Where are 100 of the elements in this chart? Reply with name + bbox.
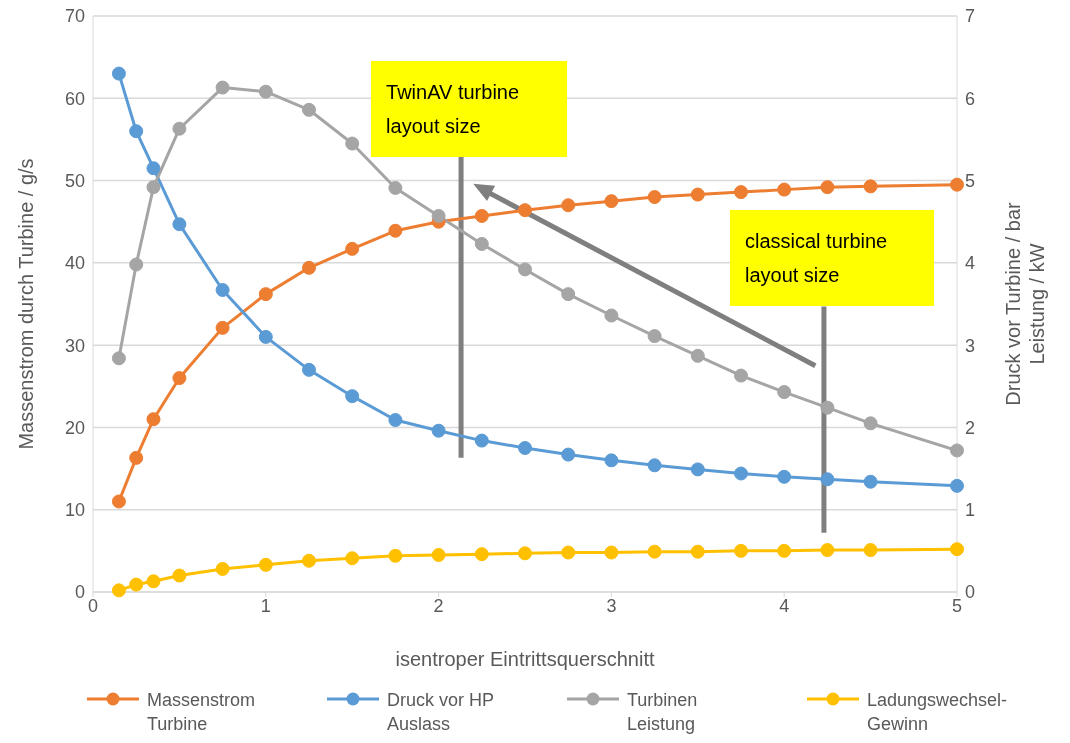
point xyxy=(345,136,360,151)
legend-label: Ladungswechsel-Gewinn xyxy=(867,689,1008,736)
y-tick-label: 60 xyxy=(64,88,85,109)
x-tick-label: 4 xyxy=(779,595,790,616)
y2-tick-label: 3 xyxy=(965,335,976,356)
point xyxy=(431,208,446,223)
point xyxy=(146,161,161,176)
point xyxy=(302,553,316,568)
legend-label: Turbinen Leistung xyxy=(627,689,699,736)
point xyxy=(146,574,161,589)
point xyxy=(388,180,403,195)
point xyxy=(820,400,835,415)
point xyxy=(172,371,187,386)
point xyxy=(215,561,230,576)
point xyxy=(518,203,532,218)
point xyxy=(690,462,705,477)
point xyxy=(345,389,360,404)
point xyxy=(258,329,273,344)
y2-tick-label: 6 xyxy=(965,88,976,109)
point xyxy=(604,308,619,323)
point xyxy=(734,368,748,383)
annotation: classical turbine layout size xyxy=(729,210,934,307)
point xyxy=(647,544,662,559)
point xyxy=(561,447,576,462)
point xyxy=(690,544,705,559)
point xyxy=(647,458,662,473)
point xyxy=(777,385,792,400)
point xyxy=(388,413,403,428)
point xyxy=(604,194,619,209)
y-tick-label: 10 xyxy=(64,500,85,521)
point xyxy=(647,190,662,205)
point xyxy=(129,257,144,272)
point xyxy=(345,551,360,566)
point xyxy=(474,236,489,251)
point xyxy=(129,577,144,592)
point xyxy=(111,66,126,81)
point xyxy=(388,223,403,238)
point xyxy=(863,543,878,558)
y-tick-label: 0 xyxy=(74,582,85,603)
point xyxy=(388,548,403,563)
x-tick-label: 5 xyxy=(951,595,963,616)
point xyxy=(172,217,187,232)
y2-tick-label: 0 xyxy=(965,582,976,603)
legend-label: Massenstrom Turbine xyxy=(147,689,257,736)
point xyxy=(431,423,446,438)
legend-label: Druck vor HP Auslass xyxy=(387,689,495,736)
point xyxy=(777,182,792,197)
point xyxy=(950,177,964,192)
y2-tick-label: 1 xyxy=(965,500,976,521)
point xyxy=(518,546,532,561)
point xyxy=(863,416,878,431)
y2-tick-label: 7 xyxy=(965,6,976,27)
y-tick-label: 30 xyxy=(64,335,85,356)
point xyxy=(561,287,576,302)
point xyxy=(518,262,532,277)
y-tick-label: 50 xyxy=(64,170,85,191)
point xyxy=(129,450,144,465)
point xyxy=(734,185,748,200)
point xyxy=(647,329,662,344)
point xyxy=(690,187,705,202)
point xyxy=(302,102,316,117)
point xyxy=(172,568,187,583)
point xyxy=(863,179,878,194)
point xyxy=(474,547,489,562)
y2-tick-label: 5 xyxy=(965,170,976,191)
point xyxy=(777,543,792,558)
point xyxy=(258,84,273,99)
x-tick-label: 0 xyxy=(87,595,99,616)
point xyxy=(215,320,230,335)
point xyxy=(172,121,187,136)
point xyxy=(777,469,792,484)
point xyxy=(561,545,576,560)
point xyxy=(474,208,489,223)
point xyxy=(604,545,619,560)
point xyxy=(561,198,576,213)
point xyxy=(863,474,878,489)
point xyxy=(215,283,230,298)
point xyxy=(431,547,446,562)
x-tick-label: 1 xyxy=(260,595,271,616)
point xyxy=(950,443,964,458)
point xyxy=(820,180,835,195)
point xyxy=(518,441,532,455)
point xyxy=(474,433,489,448)
point xyxy=(111,583,126,598)
y2-axis-title: Druck vor Turbine / bar Leistung / kW xyxy=(1002,201,1048,406)
point xyxy=(734,543,748,558)
point xyxy=(950,542,964,557)
y2-tick-label: 2 xyxy=(965,417,976,438)
point xyxy=(950,478,964,493)
y-axis-title: Massenstrom durch Turbine / g/s xyxy=(15,158,37,450)
x-tick-label: 3 xyxy=(606,595,617,616)
point xyxy=(302,362,316,377)
point xyxy=(302,260,316,275)
y-tick-label: 70 xyxy=(64,6,85,27)
x-axis-title: isentroper Eintrittsquerschnitt xyxy=(395,648,655,670)
point xyxy=(734,466,748,481)
y-tick-label: 20 xyxy=(64,417,85,438)
x-tick-label: 2 xyxy=(433,595,444,616)
point xyxy=(345,241,360,256)
point xyxy=(820,472,835,487)
